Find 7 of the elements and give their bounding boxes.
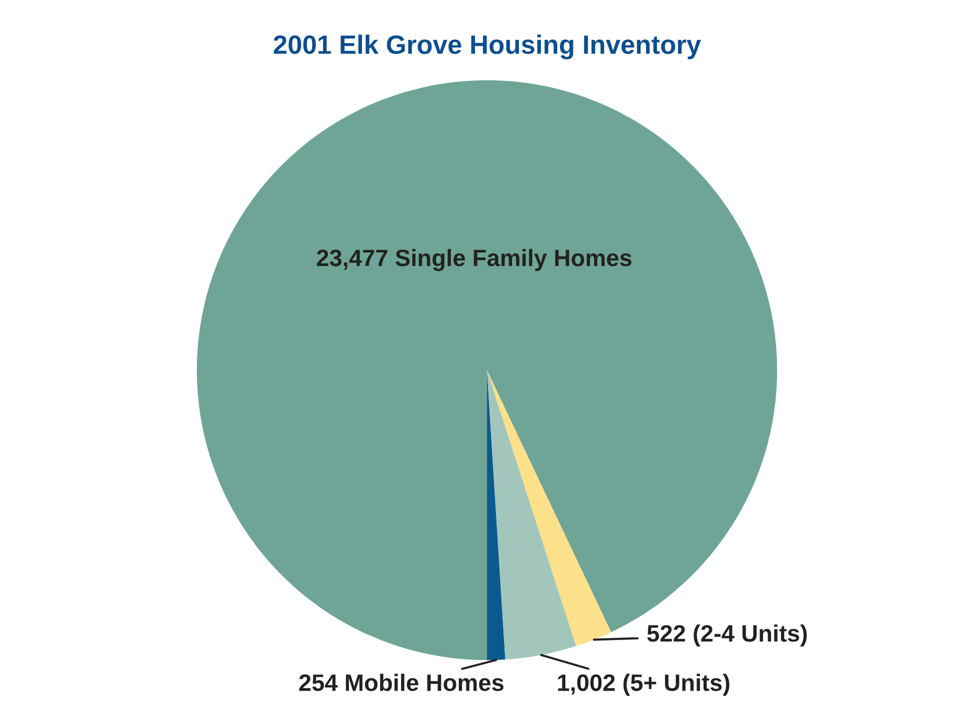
slice-label: 522 (2-4 Units) xyxy=(647,624,807,646)
slice-label: 1,002 (5+ Units) xyxy=(558,674,730,696)
pie-slice xyxy=(486,370,576,660)
slice-label: 23,477 Single Family Homes xyxy=(316,248,632,272)
chart-title: 2001 Elk Grove Housing Inventory xyxy=(274,34,701,60)
slice-label: 254 Mobile Homes xyxy=(299,674,504,692)
pie-slice xyxy=(486,370,612,646)
